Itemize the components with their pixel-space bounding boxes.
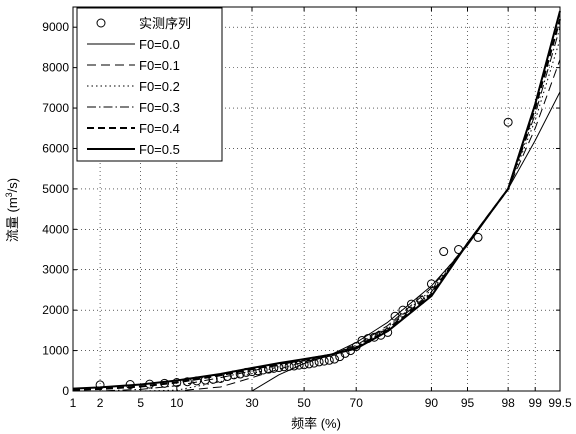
observed-point [145, 379, 155, 389]
observed-point [473, 232, 483, 242]
x-tick-label: 95 [461, 396, 475, 410]
observed-point [258, 365, 268, 375]
observed-point [340, 348, 350, 358]
y-tick-label: 9000 [42, 20, 69, 34]
observed-point [383, 327, 393, 337]
legend: 实测序列 F0=0.0 F0=0.1 F0=0.2 F0=0.3 F0=0.4 F0=0.5 [76, 7, 223, 162]
y-axis-label: 流量 (m3/s) [4, 178, 20, 242]
observed-point [319, 356, 329, 366]
observed-point [284, 361, 294, 371]
y-axis-label-tail: /s) [5, 178, 20, 192]
x-tick-label: 70 [350, 396, 364, 410]
x-tick-label: 10 [170, 396, 184, 410]
observed-point [263, 364, 273, 374]
observed-point [426, 279, 436, 289]
y-axis-label-superscript: 3 [4, 192, 14, 197]
y-tick-label: 8000 [42, 61, 69, 75]
observed-points [95, 117, 513, 390]
legend-marker-circle [96, 18, 106, 28]
x-tick-label: 99 [529, 396, 543, 410]
observed-point [247, 367, 257, 377]
observed-point [289, 361, 299, 371]
y-tick-label: 4000 [42, 222, 69, 236]
legend-label: F0=0.2 [139, 79, 180, 94]
observed-point [172, 378, 182, 388]
observed-point [229, 370, 239, 380]
observed-point [222, 371, 232, 381]
legend-label: F0=0.3 [139, 100, 180, 115]
legend-item: F0=0.2 [87, 79, 180, 94]
plot-frame [72, 6, 561, 392]
y-tick-label: 1000 [42, 344, 69, 358]
observed-point [357, 335, 367, 345]
legend-item: F0=0.5 [87, 142, 180, 157]
observed-point [503, 117, 513, 127]
observed-point [125, 380, 135, 390]
x-tick-label: 30 [245, 396, 259, 410]
observed-point [160, 378, 170, 388]
legend-label: F0=0.5 [139, 142, 180, 157]
observed-point [192, 376, 202, 386]
x-tick-label: 2 [97, 396, 104, 410]
observed-point [454, 245, 464, 255]
observed-point [304, 359, 314, 369]
x-axis-ticks: 1 2 5 10 30 50 70 90 95 98 99 99.5 [70, 7, 572, 410]
observed-point [363, 333, 373, 343]
observed-point [182, 377, 192, 387]
y-tick-label: 7000 [42, 101, 69, 115]
y-axis-label-main: 流量 (m [5, 197, 20, 242]
observed-point [351, 342, 361, 352]
observed-point [208, 374, 218, 384]
y-tick-label: 6000 [42, 141, 69, 155]
curve-f0-0-3 [73, 27, 561, 392]
legend-label: F0=0.1 [139, 58, 180, 73]
observed-point [299, 360, 309, 370]
y-tick-label: 3000 [42, 263, 69, 277]
observed-point [309, 358, 319, 368]
observed-point [398, 305, 408, 315]
x-tick-label: 99.5 [548, 396, 572, 410]
observed-point [314, 357, 324, 367]
observed-point [329, 354, 339, 364]
observed-point [294, 360, 304, 370]
y-tick-label: 0 [62, 384, 69, 398]
observed-point [253, 366, 263, 376]
curve-f0-0-5 [72, 10, 561, 390]
legend-item: 实测序列 [96, 16, 191, 31]
x-axis-label: 频率 (%) [291, 416, 341, 431]
legend-item: F0=0.1 [87, 58, 180, 73]
x-tick-label: 90 [425, 396, 439, 410]
x-tick-label: 98 [501, 396, 515, 410]
x-tick-label: 1 [70, 396, 77, 410]
legend-item: F0=0.3 [87, 100, 180, 115]
observed-point [241, 367, 251, 377]
observed-point [274, 363, 284, 373]
y-axis-ticks: 0 1000 2000 3000 4000 5000 6000 7000 8000 9000 [42, 20, 560, 398]
observed-point [416, 295, 426, 305]
x-tick-label: 5 [137, 396, 144, 410]
observed-point [235, 369, 245, 379]
observed-point [335, 352, 345, 362]
legend-item: F0=0.0 [87, 37, 180, 52]
observed-point [406, 299, 416, 309]
observed-point [369, 332, 379, 342]
legend-label: F0=0.4 [139, 121, 180, 136]
observed-point [215, 373, 225, 383]
legend-label: F0=0.0 [139, 37, 180, 52]
observed-point [269, 363, 279, 373]
observed-point [279, 362, 289, 372]
x-tick-label: 50 [297, 396, 311, 410]
y-tick-label: 5000 [42, 182, 69, 196]
observed-point [439, 247, 449, 257]
observed-point [324, 355, 334, 365]
observed-point [390, 311, 400, 321]
y-tick-label: 2000 [42, 303, 69, 317]
legend-item: F0=0.4 [87, 121, 180, 136]
legend-label: 实测序列 [139, 16, 191, 31]
legend-box [76, 7, 223, 162]
